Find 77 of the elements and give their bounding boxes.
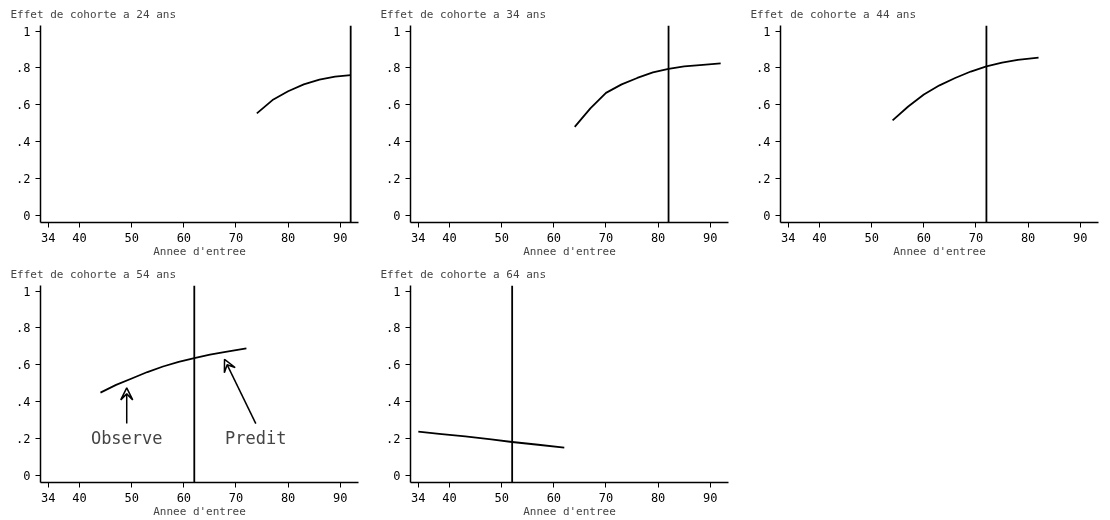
y-tick-label: 1 [23,284,31,299]
x-axis-title: Annee d'entree [893,244,986,258]
chart-title: Effet de cohorte a 44 ans [750,7,917,21]
x-tick-label: 90 [333,490,348,505]
chart-title: Effet de cohorte a 34 ans [380,7,547,21]
y-tick-label: .4 [386,394,401,409]
x-tick-label: 90 [703,490,718,505]
y-tick-label: 0 [23,208,31,223]
x-tick-label: 70 [598,230,614,245]
x-tick-label: 60 [176,230,192,245]
x-tick-label: 50 [494,490,509,505]
x-tick-label: 34 [41,490,56,505]
y-tick-label: .8 [16,61,31,76]
x-tick-label: 70 [598,490,614,505]
x-tick-label: 90 [703,230,718,245]
y-tick-label: .2 [386,171,401,186]
y-tick-label: 0 [393,208,401,223]
y-tick-label: .4 [756,134,771,149]
x-tick-label: 34 [411,490,426,505]
x-tick-label: 70 [228,490,244,505]
x-tick-label: 60 [546,490,562,505]
x-tick-label: 50 [494,230,509,245]
x-tick-label: 90 [333,230,348,245]
x-tick-label: 60 [546,230,562,245]
y-tick-label: 1 [763,24,771,39]
y-tick-label: 0 [393,468,401,483]
y-tick-label: 0 [23,468,31,483]
y-tick-label: .2 [756,171,771,186]
y-tick-label: .2 [386,431,401,446]
y-tick-label: .4 [16,394,31,409]
x-tick-label: 50 [864,230,879,245]
x-tick-label: 70 [228,230,244,245]
chart-title: Effet de cohorte a 24 ans [10,7,177,21]
y-tick-label: 0 [763,208,771,223]
x-tick-label: 40 [442,490,457,505]
y-tick-label: .2 [16,431,31,446]
x-tick-label: 60 [176,490,192,505]
annotation: Observe [90,428,163,449]
x-tick-label: 40 [442,230,457,245]
y-tick-label: .6 [756,98,771,113]
x-tick-label: 34 [781,230,796,245]
y-tick-label: .6 [16,98,31,113]
x-axis-title: Annee d'entree [153,504,246,518]
x-axis-title: Annee d'entree [523,504,616,518]
x-tick-label: 40 [812,230,827,245]
x-tick-label: 80 [650,490,666,505]
y-tick-label: .8 [756,61,771,76]
x-tick-label: 70 [968,230,984,245]
y-tick-label: .6 [386,358,401,373]
x-tick-label: 34 [41,230,56,245]
x-tick-label: 80 [650,230,666,245]
x-tick-label: 40 [72,490,87,505]
y-tick-label: 1 [393,24,401,39]
x-tick-label: 40 [72,230,87,245]
x-tick-label: 80 [1020,230,1036,245]
y-tick-label: .8 [386,61,401,76]
x-tick-label: 50 [124,230,139,245]
y-tick-label: 1 [23,24,31,39]
y-tick-label: .2 [16,171,31,186]
chart-title: Effet de cohorte a 64 ans [380,267,547,281]
x-tick-label: 60 [916,230,932,245]
x-tick-label: 50 [124,490,139,505]
y-tick-label: .8 [386,321,401,336]
y-tick-label: .6 [16,358,31,373]
y-tick-label: 1 [393,284,401,299]
x-tick-label: 34 [411,230,426,245]
x-tick-label: 80 [280,490,296,505]
x-tick-label: 90 [1073,230,1088,245]
y-tick-label: .4 [16,134,31,149]
annotation: Predit [225,428,287,449]
x-tick-label: 80 [280,230,296,245]
y-tick-label: .8 [16,321,31,336]
y-tick-label: .4 [386,134,401,149]
x-axis-title: Annee d'entree [523,244,616,258]
chart-title: Effet de cohorte a 54 ans [10,267,177,281]
x-axis-title: Annee d'entree [153,244,246,258]
y-tick-label: .6 [386,98,401,113]
